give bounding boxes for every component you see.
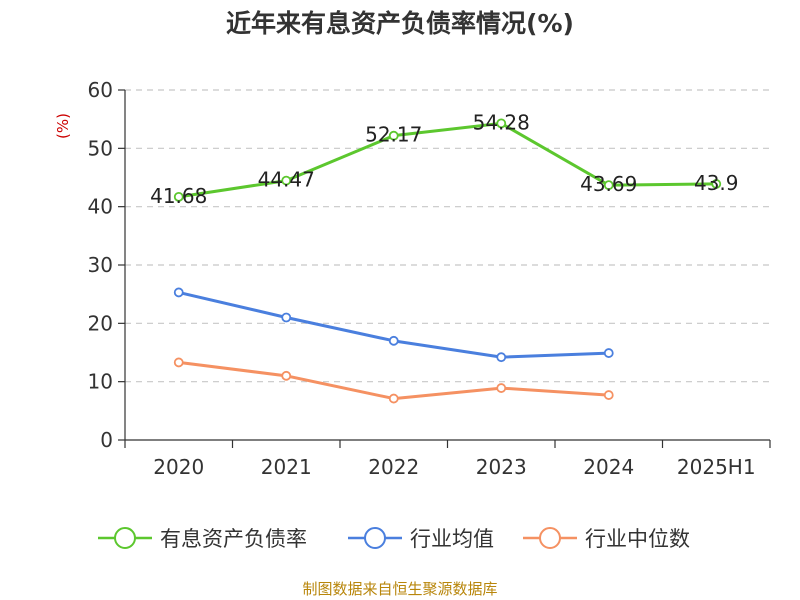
x-tick-label: 2023	[476, 455, 527, 479]
legend-circle-marker	[364, 527, 386, 549]
legend-label: 行业中位数	[585, 527, 690, 551]
y-tick-label: 50	[88, 136, 113, 160]
data-label: 44.47	[258, 168, 315, 192]
x-tick-label: 2022	[368, 455, 419, 479]
data-point	[496, 383, 507, 393]
series-line-1	[177, 121, 718, 199]
y-tick-label: 40	[88, 195, 113, 219]
series-line-3	[177, 360, 611, 401]
y-tick-label: 60	[88, 78, 113, 102]
legend: 有息资产负债率 行业均值 行业中位数	[98, 527, 690, 551]
data-point	[711, 179, 722, 189]
data-point	[281, 175, 292, 186]
x-tick-label: 2024	[583, 455, 634, 479]
legend-label: 行业均值	[410, 527, 494, 551]
y-axis-unit-label: (%)	[54, 113, 72, 139]
chart-title: 近年来有息资产负债率情况(%)	[226, 9, 574, 38]
data-point	[603, 348, 614, 358]
data-label: 41.68	[150, 184, 207, 208]
data-point	[388, 335, 399, 346]
data-point	[603, 180, 614, 191]
data-point	[173, 357, 184, 368]
data-label: 43.69	[580, 172, 637, 196]
legend-circle-marker	[114, 527, 136, 549]
series-lines	[173, 118, 722, 404]
legend-circle-marker	[539, 527, 561, 549]
x-tick-label: 2021	[261, 455, 312, 479]
data-labels: 41.68 44.47 52.17 54.28 43.69 43.9	[150, 110, 738, 208]
data-point	[281, 370, 292, 381]
x-tick-label: 2020	[153, 455, 204, 479]
data-point	[496, 352, 507, 363]
x-tick-label: 2025H1	[677, 455, 756, 479]
series-line-2	[177, 290, 611, 359]
axes: 0 10 20 30 40 50 60 2020 2021 2022 2023 2024 2025H1	[88, 78, 771, 479]
data-point	[173, 287, 184, 298]
data-point	[388, 130, 399, 141]
data-label: 43.9	[694, 171, 739, 195]
data-point	[388, 393, 399, 404]
data-point	[281, 312, 292, 323]
source-note: 制图数据来自恒生聚源数据库	[302, 580, 497, 598]
y-tick-label: 30	[88, 253, 113, 277]
legend-label: 有息资产负债率	[160, 527, 307, 551]
data-point	[603, 390, 614, 400]
y-tick-label: 0	[100, 428, 113, 452]
data-point	[496, 118, 507, 129]
gridlines	[125, 89, 770, 383]
data-point	[173, 191, 184, 202]
y-tick-label: 20	[88, 311, 113, 335]
data-label: 52.17	[365, 123, 422, 147]
data-label: 54.28	[473, 110, 530, 134]
y-tick-label: 10	[88, 370, 113, 394]
